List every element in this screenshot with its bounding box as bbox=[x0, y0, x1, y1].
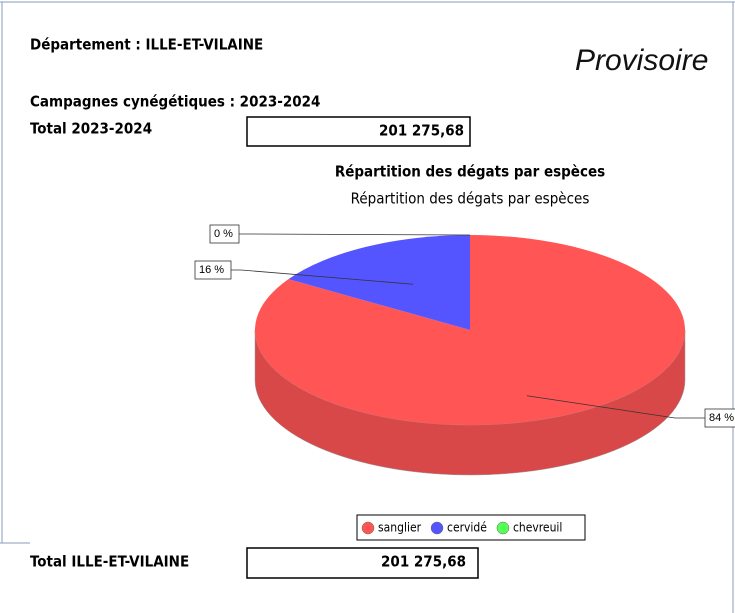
label-box bbox=[194, 260, 232, 280]
campagnes: Campagnes cynégétiques : 2023-2024 bbox=[30, 93, 320, 111]
total-box bbox=[246, 116, 471, 147]
pie-slice bbox=[288, 235, 470, 330]
legend-label: chevreuil bbox=[513, 521, 562, 535]
provisoire: Provisoire bbox=[575, 44, 709, 77]
footer-value: 201 275,68 bbox=[381, 553, 466, 571]
leader-line bbox=[526, 395, 705, 419]
pie-slice bbox=[255, 235, 686, 425]
footer-box bbox=[246, 547, 479, 579]
data-label: 16 % bbox=[199, 264, 224, 276]
chart-subtitle: Répartition des dégats par espèces bbox=[351, 190, 590, 208]
leader-line bbox=[239, 233, 471, 236]
label-box bbox=[209, 224, 240, 244]
data-label: 0 % bbox=[214, 228, 233, 240]
legend-label: cervidé bbox=[447, 521, 487, 535]
legend-swatch bbox=[430, 521, 444, 535]
legend-label: sanglier bbox=[378, 521, 422, 535]
departement: Département : ILLE-ET-VILAINE bbox=[30, 36, 263, 54]
data-label: 84 % bbox=[709, 412, 734, 424]
chart-title: Répartition des dégats par espèces bbox=[335, 163, 605, 181]
footer-label: Total ILLE-ET-VILAINE bbox=[30, 553, 189, 571]
legend-swatch bbox=[496, 521, 510, 535]
total-label: Total 2023-2024 bbox=[30, 120, 152, 138]
leader-line bbox=[231, 269, 414, 285]
total-value: 201 275,68 bbox=[379, 122, 464, 140]
legend bbox=[356, 514, 586, 541]
legend-swatch bbox=[361, 521, 375, 535]
label-box bbox=[704, 408, 735, 428]
